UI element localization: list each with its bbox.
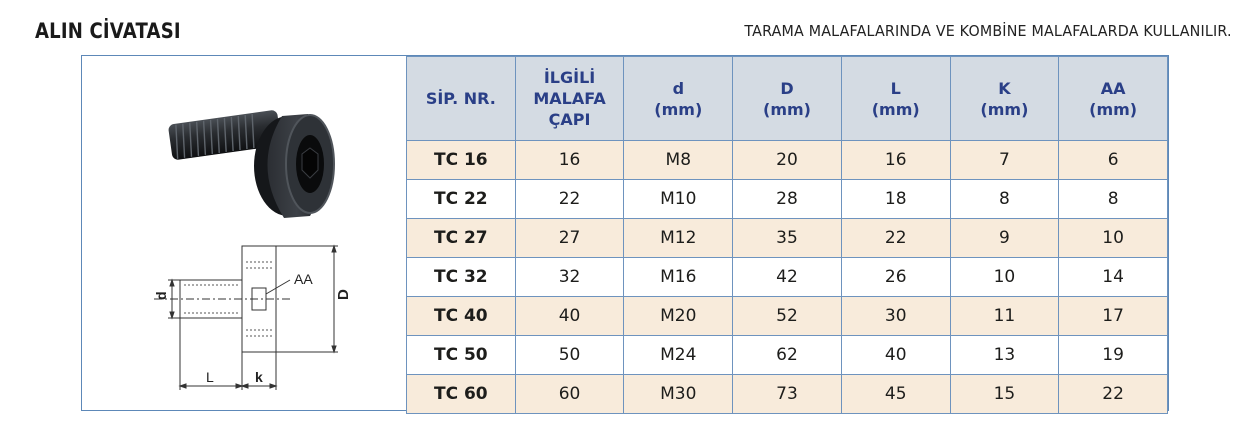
order-no-cell: TC 22 — [406, 179, 516, 219]
page-subtitle: TARAMA MALAFALARINDA VE KOMBİNE MALAFALA… — [744, 22, 1232, 40]
header-l-line: (mm) — [871, 99, 920, 119]
aa-cell: 22 — [1058, 374, 1168, 414]
l-cell: 40 — [840, 335, 951, 375]
order-no-cell: TC 50 — [406, 335, 516, 375]
big-d-cell: 35 — [732, 218, 842, 258]
k-cell: 13 — [949, 335, 1060, 375]
k-cell: 7 — [949, 140, 1060, 180]
spec-table-header: SİP. NR. İLGİLİ MALAFA ÇAPI d (mm) D (mm) L (mm) K… — [406, 56, 1168, 141]
l-cell: 16 — [840, 140, 951, 180]
header-order-no-line: SİP. NR. — [425, 89, 496, 108]
order-no-cell: TC 32 — [406, 257, 516, 297]
header-arbor-diameter-line: İLGİLİ — [543, 68, 596, 87]
arbor-diameter-cell: 16 — [514, 140, 625, 180]
order-no-cell: TC 40 — [406, 296, 516, 336]
bolt-photo — [168, 110, 335, 218]
l-cell: 26 — [840, 257, 951, 297]
aa-cell: 17 — [1058, 296, 1168, 336]
arbor-diameter-cell: 50 — [514, 335, 625, 375]
arbor-diameter-cell: 22 — [514, 179, 625, 219]
image-panel: AA d D L k — [82, 56, 406, 410]
header-big-d-line: (mm) — [763, 99, 811, 119]
header-arbor-diameter-line: MALAFA — [533, 89, 606, 108]
label-l: L — [206, 369, 214, 385]
k-cell: 15 — [949, 374, 1060, 414]
big-d-cell: 73 — [732, 374, 842, 414]
aa-cell: 19 — [1058, 335, 1168, 375]
header-d-line: d — [672, 78, 685, 98]
big-d-cell: 62 — [732, 335, 842, 375]
header-arbor-diameter-line: ÇAPI — [548, 110, 591, 129]
order-no-cell: TC 16 — [406, 140, 516, 180]
arbor-diameter-cell: 40 — [514, 296, 625, 336]
aa-cell: 14 — [1058, 257, 1168, 297]
d-cell: M20 — [623, 296, 734, 336]
header-big-d: D (mm) — [732, 56, 842, 141]
header-d: d (mm) — [623, 56, 734, 141]
header-order-no: SİP. NR. — [406, 56, 516, 141]
table-row: TC 27 27 M12 35 22 9 10 — [406, 218, 1168, 258]
table-row: TC 22 22 M10 28 18 8 8 — [406, 179, 1168, 219]
spec-table: SİP. NR. İLGİLİ MALAFA ÇAPI d (mm) D (mm) L (mm) K… — [406, 56, 1168, 414]
header-aa: AA (mm) — [1058, 56, 1168, 141]
header-big-d-line: D — [780, 78, 794, 98]
page-title: ALIN CİVATASI — [35, 19, 181, 43]
l-cell: 30 — [840, 296, 951, 336]
header-arbor-diameter: İLGİLİ MALAFA ÇAPI — [514, 56, 625, 141]
header-aa-line: (mm) — [1089, 99, 1138, 119]
table-row: TC 60 60 M30 73 45 15 22 — [406, 374, 1168, 414]
spec-table-body: TC 16 16 M8 20 16 7 6 TC 22 22 M10 28 18 8 8 TC 27 27 M1… — [406, 140, 1168, 414]
k-cell: 11 — [949, 296, 1060, 336]
product-frame: AA d D L k SİP. NR. İLGİLİ MALAFA ÇAPI d (mm)… — [81, 55, 1169, 414]
d-cell: M30 — [623, 374, 734, 414]
l-cell: 22 — [840, 218, 951, 258]
l-cell: 45 — [840, 374, 951, 414]
order-no-cell: TC 60 — [406, 374, 516, 414]
big-d-cell: 52 — [732, 296, 842, 336]
label-k: k — [255, 369, 263, 385]
big-d-cell: 20 — [732, 140, 842, 180]
k-cell: 10 — [949, 257, 1060, 297]
table-row: TC 40 40 M20 52 30 11 17 — [406, 296, 1168, 336]
technical-drawing: AA d D L k — [153, 244, 352, 390]
d-cell: M24 — [623, 335, 734, 375]
label-d-big: D — [335, 289, 352, 300]
header-k-line: K — [998, 78, 1011, 98]
d-cell: M16 — [623, 257, 734, 297]
header-d-line: (mm) — [654, 99, 703, 119]
header-k-line: (mm) — [980, 99, 1029, 119]
aa-cell: 10 — [1058, 218, 1168, 258]
table-row: TC 50 50 M24 62 40 13 19 — [406, 335, 1168, 375]
d-cell: M8 — [623, 140, 734, 180]
table-row: TC 32 32 M16 42 26 10 14 — [406, 257, 1168, 297]
header-aa-line: AA — [1100, 78, 1126, 98]
order-no-cell: TC 27 — [406, 218, 516, 258]
label-aa: AA — [294, 271, 313, 287]
k-cell: 9 — [949, 218, 1060, 258]
label-d-small: d — [153, 291, 169, 300]
big-d-cell: 42 — [732, 257, 842, 297]
big-d-cell: 28 — [732, 179, 842, 219]
aa-cell: 8 — [1058, 179, 1168, 219]
aa-cell: 6 — [1058, 140, 1168, 180]
d-cell: M12 — [623, 218, 734, 258]
arbor-diameter-cell: 27 — [514, 218, 625, 258]
table-row: TC 16 16 M8 20 16 7 6 — [406, 140, 1168, 180]
arbor-diameter-cell: 32 — [514, 257, 625, 297]
header-l-line: L — [890, 78, 901, 98]
l-cell: 18 — [840, 179, 951, 219]
header-l: L (mm) — [840, 56, 951, 141]
arbor-diameter-cell: 60 — [514, 374, 625, 414]
k-cell: 8 — [949, 179, 1060, 219]
d-cell: M10 — [623, 179, 734, 219]
header-k: K (mm) — [949, 56, 1060, 141]
